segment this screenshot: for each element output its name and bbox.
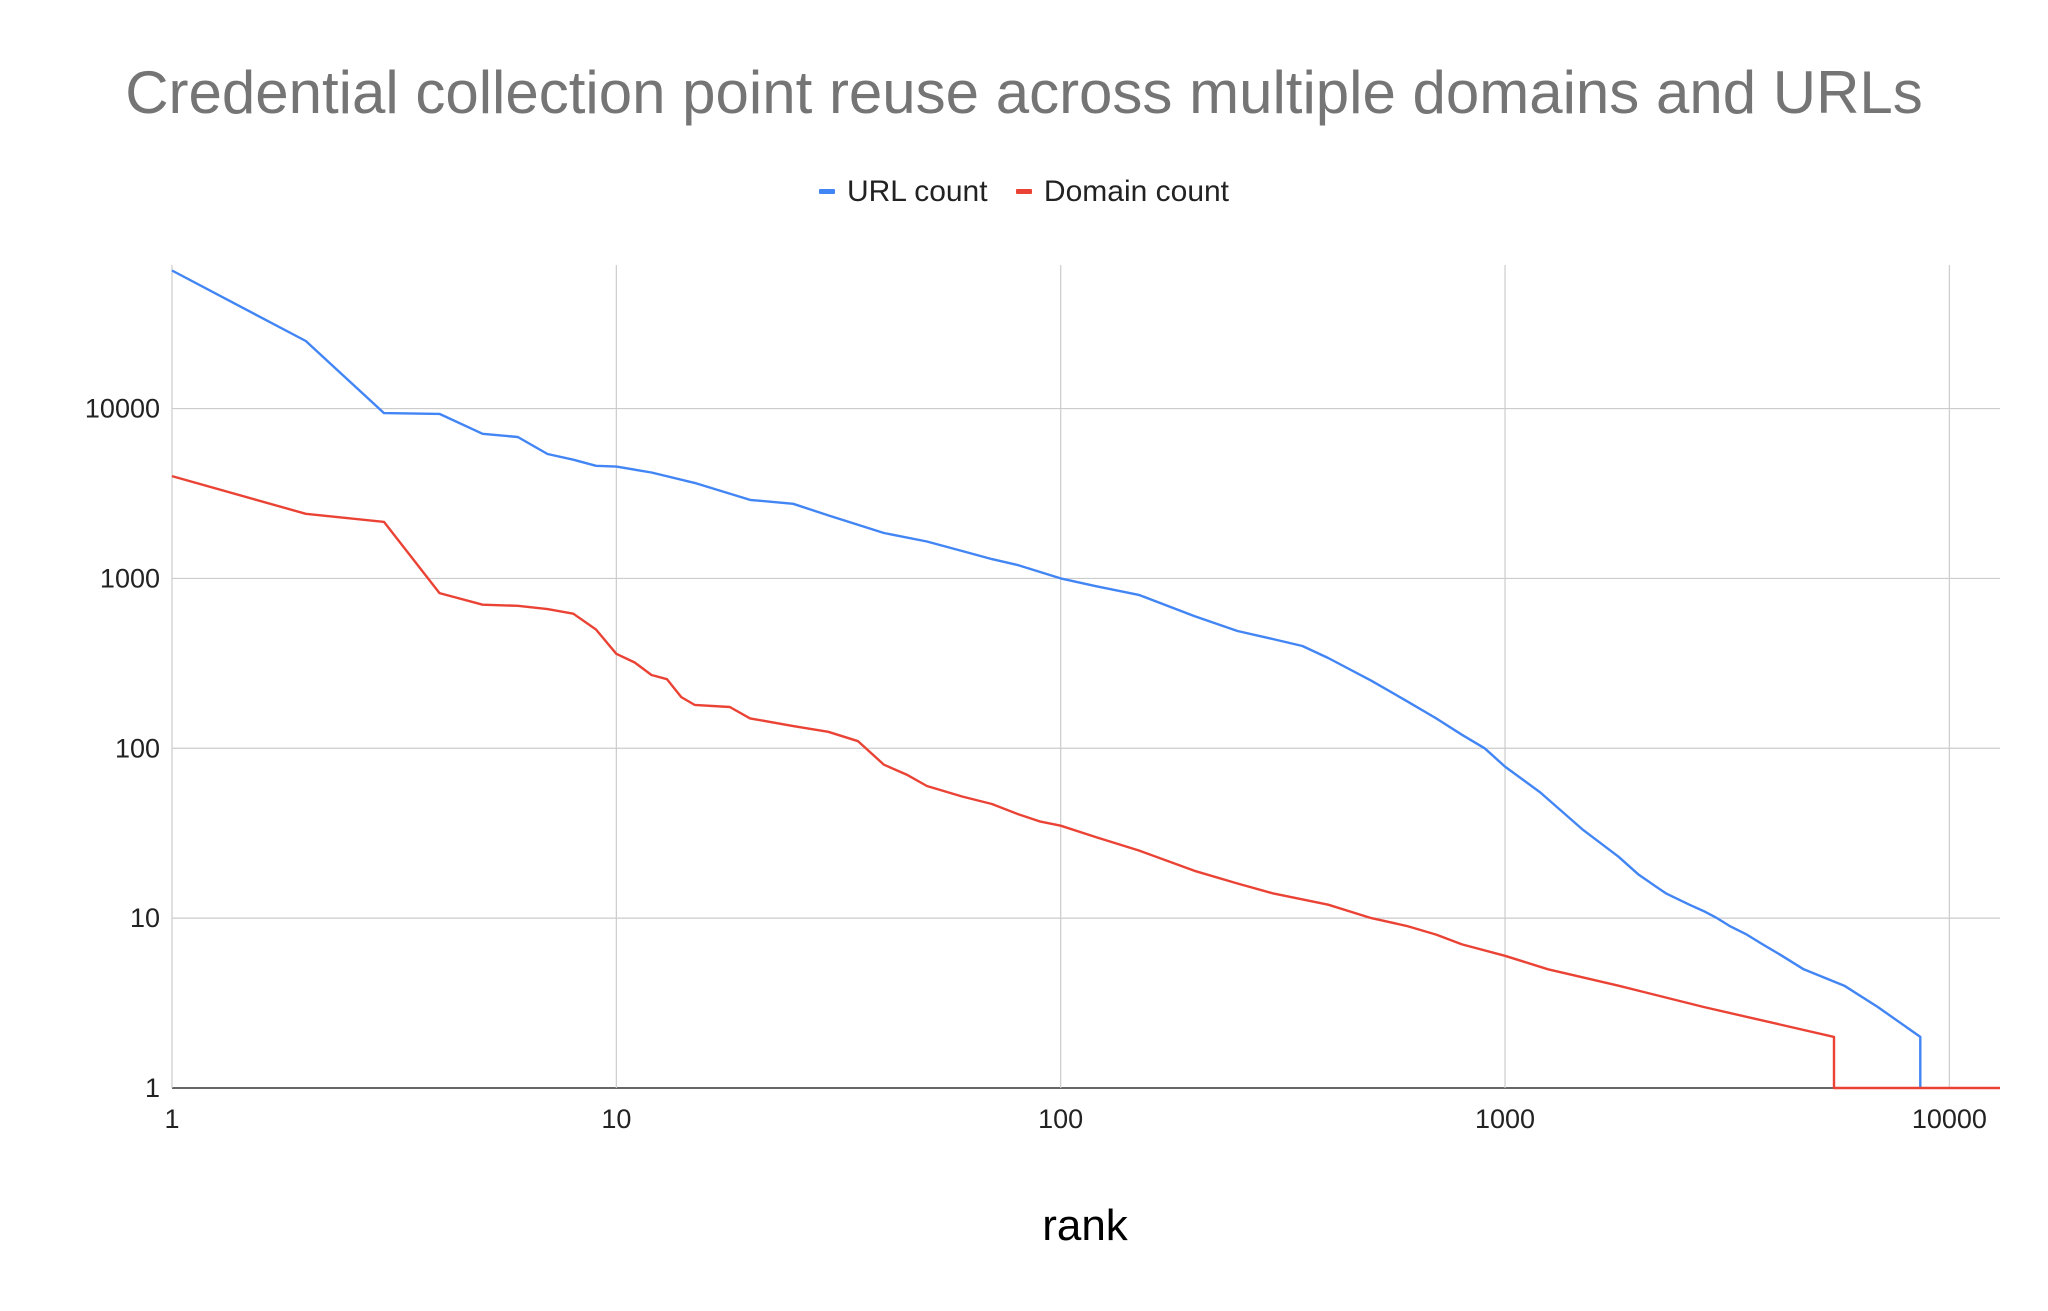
y-tick-label-10000: 10000 bbox=[85, 394, 160, 424]
legend-swatch-domain-count bbox=[1015, 189, 1032, 194]
legend-label-url-count: URL count bbox=[846, 174, 988, 208]
chart-title: Credential collection point reuse across… bbox=[125, 59, 1923, 126]
gridlines bbox=[171, 265, 2000, 1089]
legend-item-domain-count[interactable]: Domain count bbox=[1015, 174, 1230, 209]
legend-label-domain-count: Domain count bbox=[1043, 174, 1230, 208]
x-tick-label-1: 1 bbox=[164, 1104, 179, 1134]
tick-labels: 1 10 100 1000 10000 1 10 100 1000 10000 bbox=[85, 394, 1987, 1134]
series-layer bbox=[171, 269, 2000, 1090]
y-tick-label-1000: 1000 bbox=[100, 563, 160, 593]
x-tick-label-10: 10 bbox=[601, 1104, 631, 1134]
y-tick-label-1: 1 bbox=[145, 1073, 160, 1103]
x-axis-title: rank bbox=[1042, 1201, 1129, 1250]
series-line-url-count bbox=[171, 269, 1922, 1088]
x-tick-label-1000: 1000 bbox=[1475, 1104, 1535, 1134]
x-tick-label-10000: 10000 bbox=[1912, 1104, 1987, 1134]
x-tick-label-100: 100 bbox=[1038, 1104, 1083, 1134]
legend-item-url-count[interactable]: URL count bbox=[818, 174, 988, 209]
series-line-domain-count bbox=[171, 474, 2000, 1090]
y-tick-label-100: 100 bbox=[115, 733, 160, 763]
legend-swatch-url-count bbox=[818, 189, 835, 194]
y-tick-label-10: 10 bbox=[130, 903, 160, 933]
legend: URL count Domain count bbox=[0, 168, 2048, 209]
